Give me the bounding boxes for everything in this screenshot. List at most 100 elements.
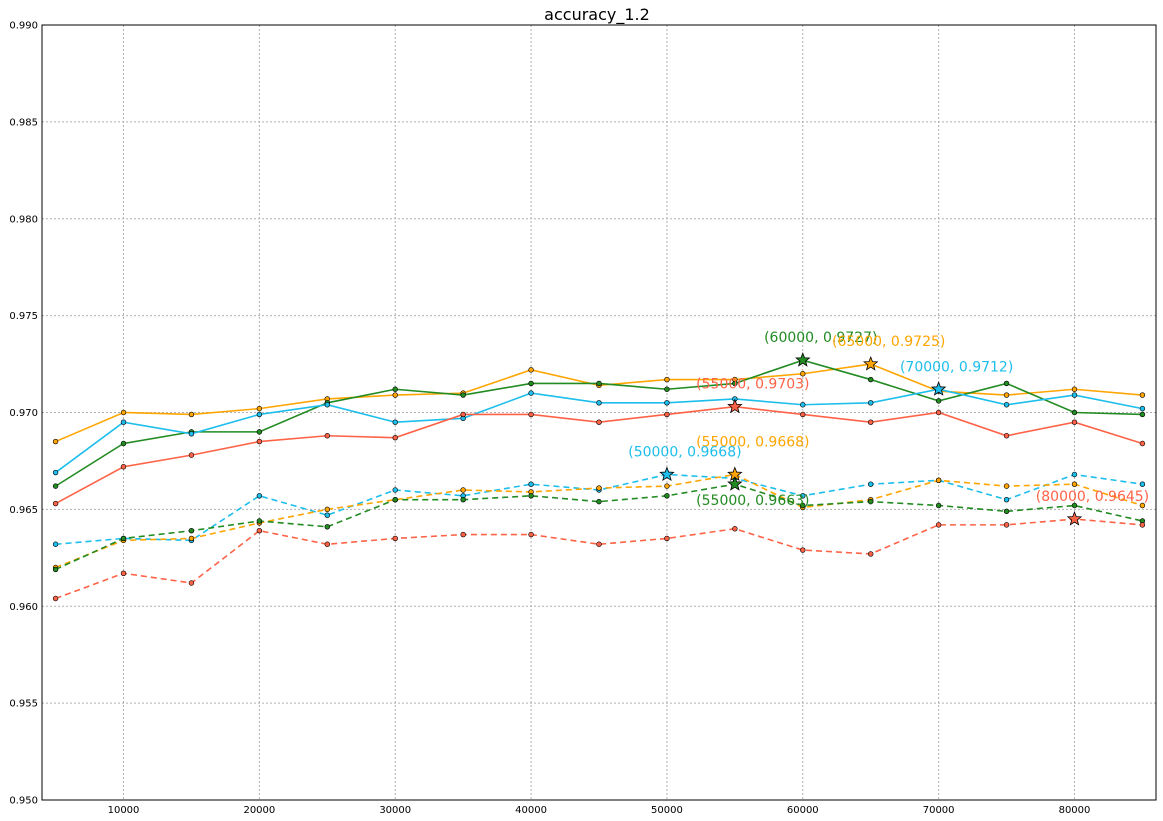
data-point [120,570,127,577]
data-point [596,498,602,505]
data-point [1139,440,1146,447]
data-point [324,524,330,530]
annotation-label: (60000, 0.9727) [764,330,877,346]
data-point [392,496,398,503]
y-tick-label: 0.980 [9,214,38,225]
data-point [1003,508,1010,515]
data-point [52,500,59,507]
tick-labels: 10000 20000 30000 40000 50000 60000 70000 80000… [9,21,1090,817]
data-point [1139,392,1146,398]
data-point [256,405,263,412]
data-point [528,390,534,396]
data-point [52,541,59,547]
data-point [800,371,806,377]
data-point [732,380,738,387]
data-point [596,485,602,491]
annotation-label: (55000, 0.9663) [696,493,809,509]
data-point [188,527,195,534]
best-point-star-icon [1066,510,1083,526]
data-point [800,547,806,553]
data-point [52,483,59,489]
data-point [528,493,534,499]
annotation-label: (65000, 0.9725) [832,334,945,350]
annotation-label: (50000, 0.9668) [628,445,741,461]
x-tick-label: 60000 [787,805,819,816]
x-tick-label: 40000 [515,805,547,816]
data-point [596,419,602,425]
data-point [1003,433,1010,439]
data-point [120,419,127,425]
plot-frame [41,24,1157,801]
data-point [120,535,127,542]
annotation-label: (55000, 0.9703) [696,377,809,393]
series-line [55,518,1143,600]
data-point [935,477,942,484]
y-tick-label: 0.985 [9,117,38,128]
data-point [868,498,874,505]
best-point-star-icon [930,381,947,396]
data-point [1139,411,1146,418]
data-point [1003,402,1010,408]
y-tick-label: 0.990 [9,21,38,32]
data-point [188,431,195,437]
data-point [596,541,602,547]
data-point [392,419,398,425]
data-point [120,409,127,416]
data-point [188,452,195,458]
series-solid-2 [52,386,1146,476]
data-point [256,493,263,499]
data-point [256,411,263,418]
annotation-label: (80000, 0.9645) [1036,489,1149,505]
y-tick-label: 0.975 [9,311,38,322]
data-point [256,438,263,445]
data-point [664,535,670,542]
data-point [1071,386,1078,392]
y-tick-label: 0.970 [9,408,38,419]
data-point [732,526,738,532]
data-point [1139,522,1146,528]
data-point [1003,522,1010,528]
data-point [868,376,874,383]
best-point-star-icon [727,398,743,414]
data-point [324,541,330,547]
y-tick-label: 0.955 [9,699,38,710]
data-point [120,464,127,470]
data-point [528,481,534,487]
series-dashed-7 [52,516,1146,602]
data-point [1071,392,1078,398]
data-point [1003,496,1010,503]
annotation-label: (70000, 0.9712) [900,359,1013,375]
best-point-star-icon [659,466,675,482]
series-dashed-6 [52,481,1146,573]
data-point [664,376,670,383]
data-point [664,411,670,418]
data-point [935,502,942,509]
data-point [324,512,330,518]
data-point [392,392,398,398]
data-point [188,411,195,418]
data-point [1003,483,1010,489]
data-point [392,386,398,392]
data-point [868,400,874,406]
data-point [392,535,398,542]
data-point [1139,481,1146,487]
data-point [460,392,466,398]
data-point [935,409,942,416]
series-dashed-5 [52,471,1146,571]
data-point [664,483,670,489]
y-tick-label: 0.960 [9,602,38,613]
data-point [460,531,466,538]
y-tick-label: 0.950 [9,796,38,807]
data-point [528,411,534,418]
data-point [324,402,330,408]
data-point [1071,409,1078,416]
data-point [256,429,263,435]
data-point [120,440,127,447]
series-line [55,483,1143,571]
data-point [1003,392,1010,398]
data-point [596,400,602,406]
data-point [528,380,534,387]
y-tick-label: 0.965 [9,505,38,516]
data-point [1071,419,1078,425]
